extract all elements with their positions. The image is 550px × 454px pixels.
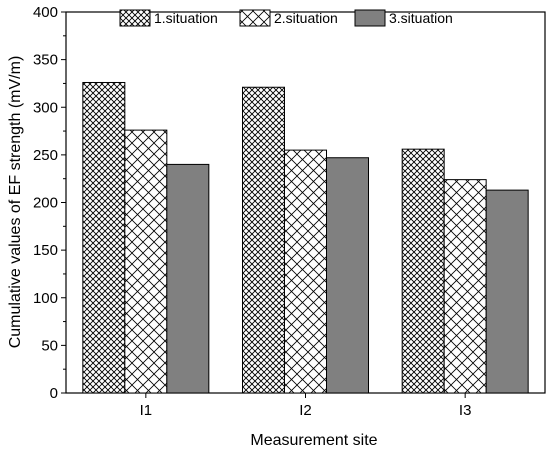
bar-i2-series-2 xyxy=(284,149,327,394)
y-tick-label: 200 xyxy=(33,195,58,212)
bar-i3-series-2 xyxy=(443,179,487,394)
bar-i1-series-1 xyxy=(82,81,126,394)
y-tick-label: 0 xyxy=(50,385,58,402)
x-tick-label-i2: I2 xyxy=(299,402,312,419)
x-axis-title: Measurement site xyxy=(250,432,377,449)
legend-label-series-3: 3.situation xyxy=(389,10,453,26)
bar-i1-series-3 xyxy=(166,163,210,394)
y-tick-label: 150 xyxy=(33,242,58,259)
y-tick-label: 300 xyxy=(33,99,58,116)
y-tick-label: 350 xyxy=(33,52,58,69)
y-tick-label: 400 xyxy=(33,4,58,21)
legend-swatch-series-3 xyxy=(354,9,386,27)
x-tick-label-i1: I1 xyxy=(140,402,153,419)
y-axis-ticks: 0 50 100 150 200 250 300 350 400 xyxy=(33,4,66,402)
legend-label-series-2: 2.situation xyxy=(274,10,338,26)
y-tick-label: 50 xyxy=(41,337,58,354)
bar-i2-series-3 xyxy=(326,157,369,394)
bar-i3-series-1 xyxy=(401,148,445,394)
bar-i2-series-1 xyxy=(242,86,285,394)
x-axis-ticks: I1 I2 I3 xyxy=(140,393,472,419)
y-axis-title: Cumulative values of EF strength (mV/m) xyxy=(7,56,24,349)
x-tick-label-i3: I3 xyxy=(459,402,472,419)
y-tick-label: 100 xyxy=(33,290,58,307)
legend-label-series-1: 1.situation xyxy=(154,10,218,26)
legend-swatch-series-1 xyxy=(119,9,151,27)
bar-i1-series-2 xyxy=(124,129,168,394)
legend: 1.situation 2.situation 3.situation xyxy=(119,9,453,27)
y-tick-label: 250 xyxy=(33,147,58,164)
bars xyxy=(82,81,529,394)
legend-swatch-series-2 xyxy=(239,9,271,27)
bar-i3-series-3 xyxy=(485,189,529,394)
